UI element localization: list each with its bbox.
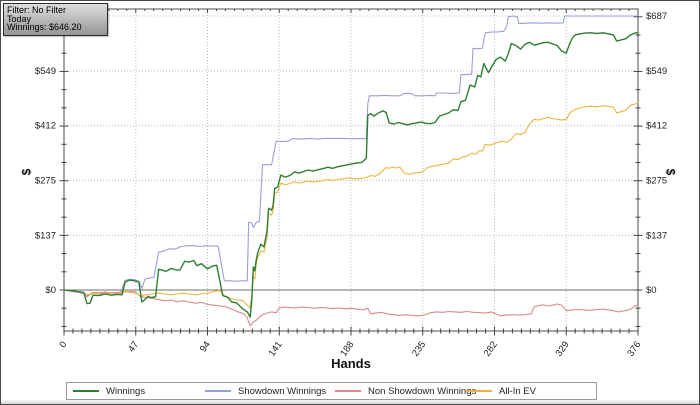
series-line-winnings [63,31,639,318]
series-line-all-in-ev [63,102,639,309]
legend-label-winnings: Winnings [106,385,146,397]
x-tick-label: 47 [126,339,141,354]
y-tick-label-left: $0 [45,285,56,296]
legend-item-non-showdown-winnings: Non Showdown Winnings [335,383,476,399]
y-tick-label-left: $549 [35,66,56,77]
y-tick-label-right: $0 [646,285,657,296]
winnings-total-label: Winnings: $646.20 [7,22,82,33]
x-axis-title: Hands [331,356,371,371]
legend-label-showdown-winnings: Showdown Winnings [238,385,327,397]
non-showdown-winnings-line-swatch [335,390,361,392]
y-tick-label-left: $412 [35,121,56,132]
filter-info-box: Filter: No Filter Today Winnings: $646.2… [3,3,108,36]
y-axis-title-left: $ [19,168,34,176]
legend-label-non-showdown-winnings: Non Showdown Winnings [368,385,477,397]
x-tick-label: 0 [57,339,69,350]
legend-item-showdown-winnings: Showdown Winnings [205,383,326,399]
all-in-ev-line-swatch [466,390,492,392]
plot-frame [63,8,639,332]
y-tick-label-left: $137 [35,230,56,241]
winnings-line-swatch [73,390,99,392]
y-tick-label-right: $549 [646,66,667,77]
y-tick-label-left: $275 [35,175,56,186]
legend-item-all-in-ev: All-In EV [466,383,536,399]
legend-item-winnings: Winnings [73,383,145,399]
legend: Winnings Showdown Winnings Non Showdown … [66,382,597,400]
date-range-label: Today [7,13,32,24]
window-bottom-edge [1,400,699,404]
series-line-non-showdown-winnings [63,289,639,327]
y-tick-label-right: $412 [646,121,667,132]
series-line-showdown-winnings [63,15,639,298]
y-tick-label-right: $687 [646,11,667,22]
filter-label: Filter: No Filter [7,5,67,15]
y-tick-label-right: $137 [646,230,667,241]
legend-label-all-in-ev: All-In EV [499,385,536,397]
x-tick-label: 94 [198,339,213,354]
showdown-winnings-line-swatch [205,390,231,392]
y-tick-label-right: $275 [646,175,667,186]
y-axis-title-right: $ [663,168,678,176]
